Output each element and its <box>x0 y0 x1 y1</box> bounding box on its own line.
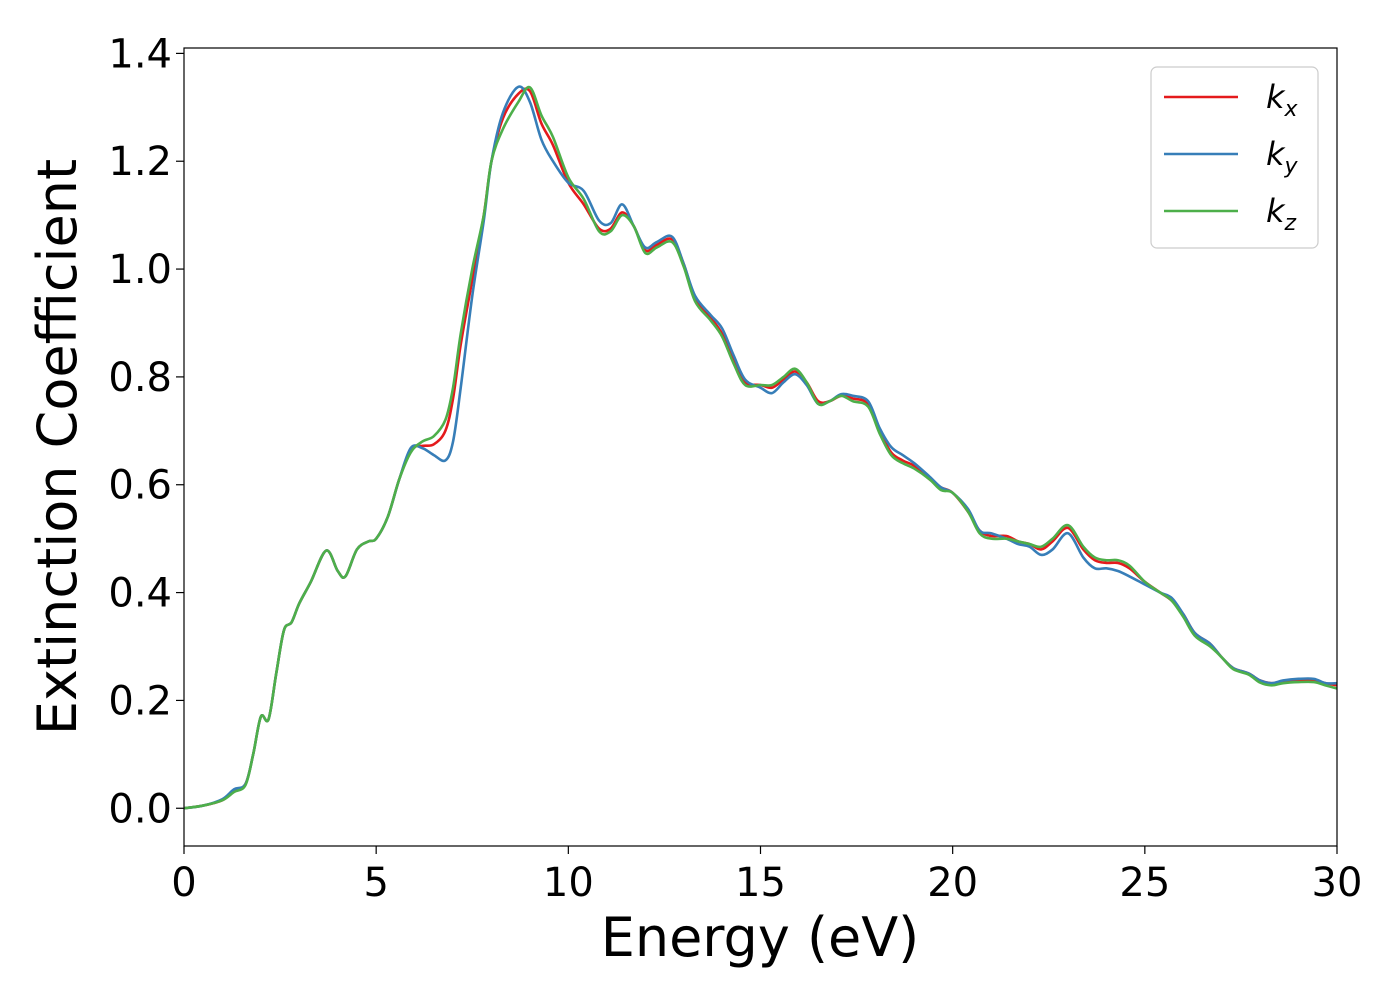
legend-label-subscript: x <box>1284 97 1299 122</box>
y-tick-label: 0.4 <box>108 571 172 617</box>
y-tick-label: 0.6 <box>108 463 172 509</box>
y-tick-label: 1.4 <box>108 31 172 77</box>
x-axis-ticks: 0 5 10 15 20 25 30 <box>171 846 1362 906</box>
legend-label-kz: kz <box>1266 192 1297 236</box>
legend-label-main: k <box>1266 135 1286 173</box>
x-tick-label: 0 <box>171 860 196 906</box>
x-axis-label: Energy (eV) <box>601 906 920 969</box>
x-tick-label: 25 <box>1119 860 1170 906</box>
x-tick-label: 20 <box>927 860 978 906</box>
legend-label-main: k <box>1266 192 1286 230</box>
y-tick-label: 1.0 <box>108 247 172 293</box>
y-axis-label: Extinction Coefficient <box>26 159 89 735</box>
legend-label-subscript: y <box>1284 154 1299 179</box>
x-tick-label: 10 <box>543 860 594 906</box>
legend-label-main: k <box>1266 78 1286 116</box>
x-tick-label: 5 <box>363 860 388 906</box>
series-line-kz <box>184 85 1337 810</box>
y-tick-label: 1.2 <box>108 139 172 185</box>
y-tick-label: 0.2 <box>108 678 172 724</box>
legend-label-ky: ky <box>1266 135 1299 179</box>
x-tick-label: 30 <box>1312 860 1363 906</box>
series-layer <box>184 85 1337 810</box>
y-tick-label: 0.8 <box>108 355 172 401</box>
y-tick-label: 0.0 <box>108 786 172 832</box>
legend-label-subscript: z <box>1284 211 1297 236</box>
legend-box <box>1150 66 1319 249</box>
x-tick-label: 15 <box>735 860 786 906</box>
y-axis-ticks: 0.0 0.2 0.4 0.6 0.8 1.0 1.2 1.4 <box>108 31 184 832</box>
legend-label-kx: kx <box>1266 78 1299 122</box>
